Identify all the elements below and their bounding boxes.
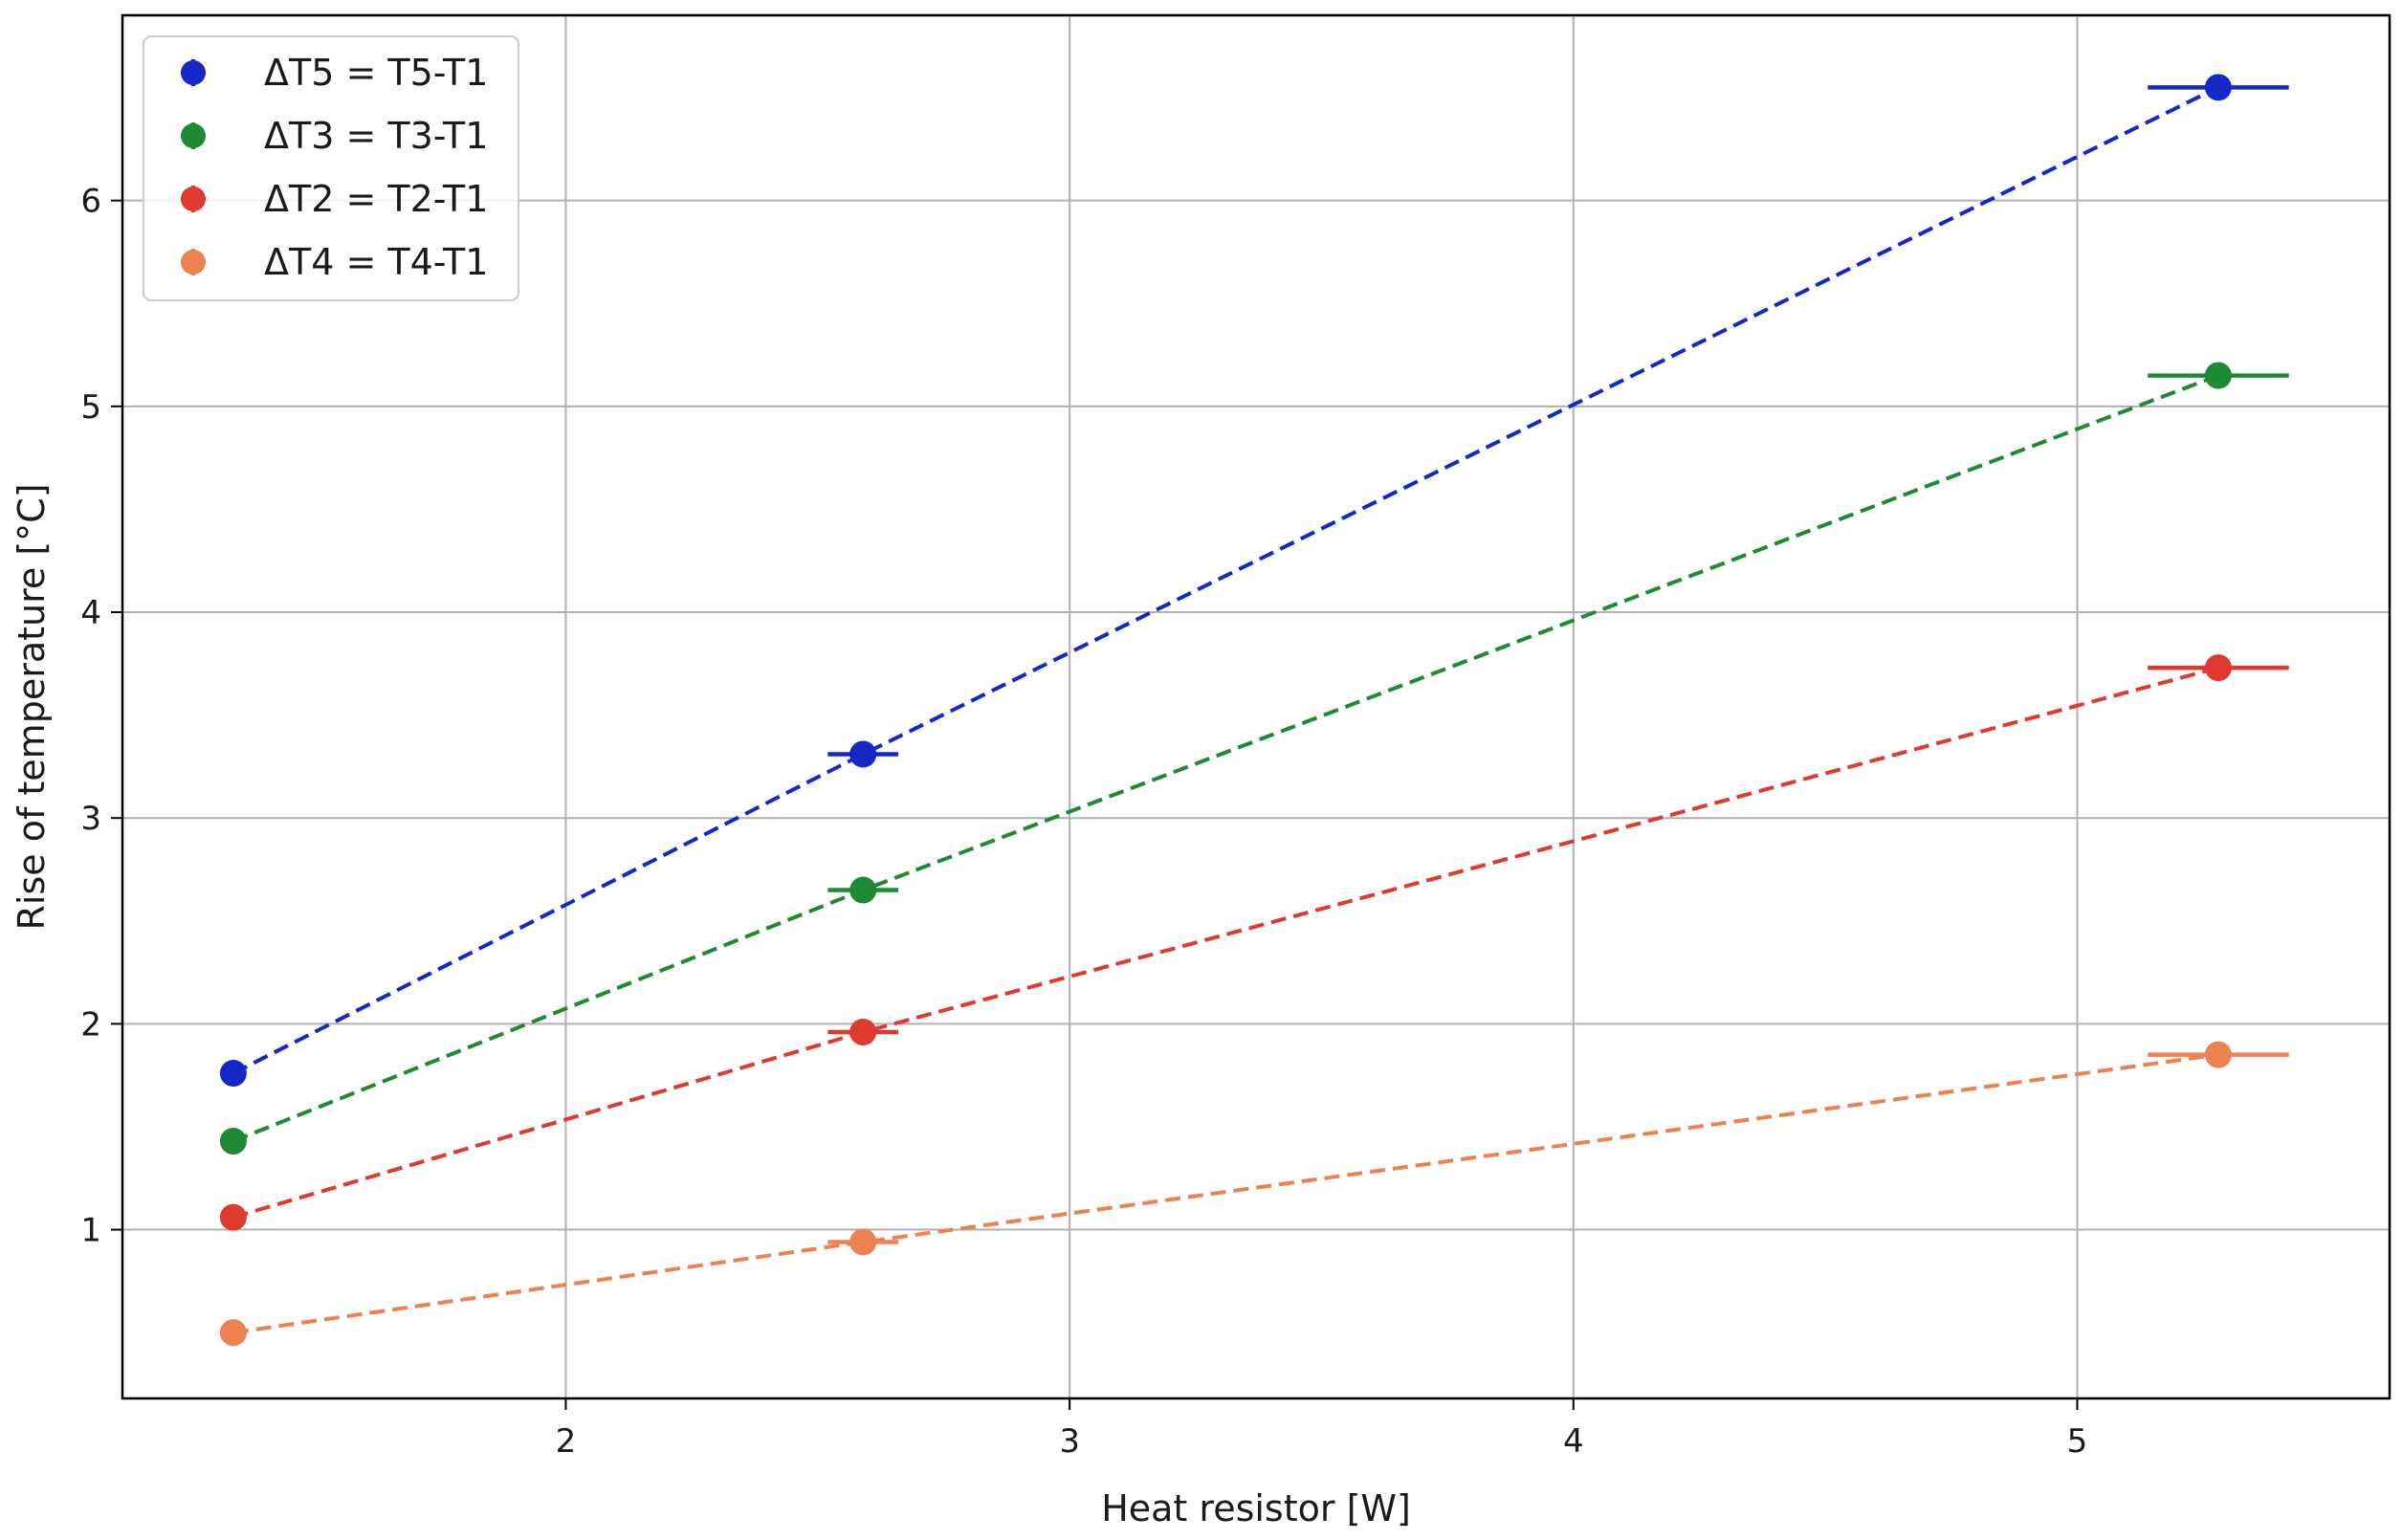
data-point [2204,362,2232,389]
y-axis-label: Rise of temperature [°C] [11,483,53,930]
legend-swatch-marker [181,123,206,148]
y-tick-label: 5 [80,388,101,427]
legend-label: ΔT4 = T4-T1 [264,241,488,283]
legend-entry: ΔT3 = T3-T1 [181,115,488,157]
x-axis-label: Heat resistor [W] [1101,1487,1411,1529]
series-fit-line [231,85,2219,1075]
legend-swatch-marker [181,250,206,275]
series-fit-line [232,373,2219,1143]
x-tick-label: 4 [1563,1422,1584,1461]
data-point [849,876,877,904]
data-point [2204,1041,2232,1068]
axis-ticks: 2 3 4 5 1 2 3 4 5 6 [80,183,2087,1461]
data-point [219,1203,247,1231]
series-fit-line [232,666,2219,1220]
plot-frame [121,13,2392,1400]
y-tick-label: 6 [80,183,101,221]
data-point [849,1228,877,1256]
data-point [2204,654,2232,682]
y-tick-label: 2 [80,1005,101,1044]
series-3 [219,654,2289,1231]
legend-label: ΔT2 = T2-T1 [264,178,488,220]
data-point [219,1319,247,1347]
legend-entry: ΔT4 = T4-T1 [181,241,488,283]
legend-label: ΔT3 = T3-T1 [264,115,488,157]
series-1 [219,74,2289,1088]
series-marks [219,74,2289,1347]
data-point [849,740,877,768]
x-tick-label: 2 [556,1422,577,1461]
y-tick-label: 4 [80,594,101,632]
y-tick-label: 3 [80,800,101,838]
data-point [2204,74,2232,101]
legend: ΔT5 = T5-T1 ΔT3 = T3-T1 ΔT2 = T2-T1 ΔT4 = T… [143,35,519,301]
legend-swatch-marker [181,60,206,85]
data-point [219,1060,247,1088]
legend-entry: ΔT2 = T2-T1 [181,178,488,220]
legend-entry: ΔT5 = T5-T1 [181,52,488,94]
y-tick-label: 1 [80,1212,101,1250]
data-point [849,1018,877,1045]
series-fit-line [232,1052,2219,1335]
legend-swatch-marker [181,187,206,211]
legend-box [143,35,519,301]
x-tick-label: 5 [2067,1422,2088,1461]
series-2 [219,362,2289,1155]
legend-label: ΔT5 = T5-T1 [264,52,488,94]
series-4 [219,1041,2289,1347]
x-tick-label: 3 [1059,1422,1080,1461]
data-point [219,1128,247,1155]
grid-lines [122,15,2390,1398]
